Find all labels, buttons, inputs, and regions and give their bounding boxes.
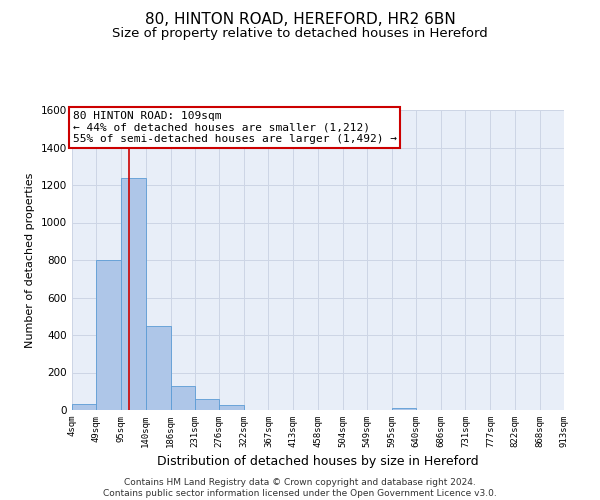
Y-axis label: Number of detached properties: Number of detached properties (25, 172, 35, 348)
Bar (146, 326, 170, 410)
Text: 80 HINTON ROAD: 109sqm
← 44% of detached houses are smaller (1,212)
55% of semi-: 80 HINTON ROAD: 109sqm ← 44% of detached… (73, 111, 397, 144)
Bar (392, 408, 416, 410)
Bar (72, 404, 97, 410)
Text: 80, HINTON ROAD, HEREFORD, HR2 6BN: 80, HINTON ROAD, HEREFORD, HR2 6BN (145, 12, 455, 28)
Text: Size of property relative to detached houses in Hereford: Size of property relative to detached ho… (112, 28, 488, 40)
Bar (219, 406, 244, 410)
Text: Contains HM Land Registry data © Crown copyright and database right 2024.
Contai: Contains HM Land Registry data © Crown c… (103, 478, 497, 498)
Bar (97, 260, 121, 410)
Bar (170, 386, 195, 410)
Bar (195, 399, 219, 410)
Bar (121, 178, 146, 410)
X-axis label: Distribution of detached houses by size in Hereford: Distribution of detached houses by size … (157, 456, 479, 468)
